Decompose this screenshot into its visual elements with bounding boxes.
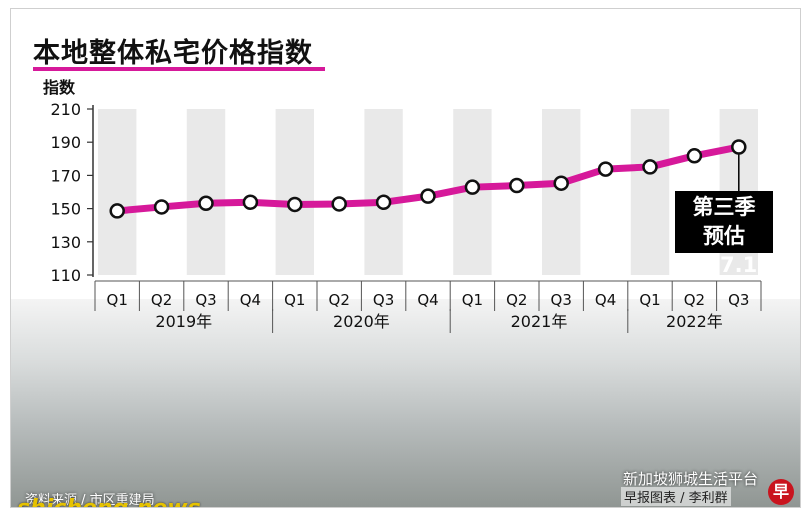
x-tick-label: Q2 [329,291,350,309]
data-point [642,159,658,175]
data-point [731,139,747,155]
data-point [553,175,569,191]
x-tick-label: Q2 [506,291,527,309]
data-point [242,194,259,211]
zaobao-logo: 早 [768,479,794,505]
graphic-credit: 早报图表 / 李利群 [621,487,731,506]
title-underline [33,67,325,71]
data-point [420,188,436,204]
x-tick-label: Q2 [684,291,705,309]
data-point [375,194,392,211]
x-tick-label: Q3 [728,291,749,309]
y-tick-label: 110 [50,266,81,285]
data-point [198,195,214,212]
data-point [597,161,614,177]
y-tick-label: 150 [50,200,81,219]
x-tick-label: Q3 [195,291,216,309]
chart-title: 本地整体私宅价格指数 [33,38,313,69]
data-point [686,148,703,164]
y-tick-label: 210 [50,100,81,119]
x-tick-label: Q1 [284,291,305,309]
x-tick-label: Q1 [639,291,660,309]
callout-quarter: 第三季 [692,195,756,219]
y-tick-label: 130 [50,233,81,252]
x-tick-label: Q3 [373,291,394,309]
site-watermark: shicheng.news [17,496,201,507]
x-tick-label: Q4 [417,291,438,309]
stripe-band [542,109,581,275]
callout-estimate: 预估187.1 [690,224,758,277]
y-tick-label: 170 [50,166,81,185]
watermark-text: 新加坡狮城生活平台 [623,470,759,488]
chart-frame: 本地整体私宅价格指数 指数 110 130 150 170 190 210 Q1 Q2 Q3 Q4 Q… [10,8,801,508]
data-point [331,196,347,212]
x-tick-label: Q3 [551,291,572,309]
x-tick-label: Q2 [151,291,172,309]
x-tick-label: Q1 [107,291,128,309]
stripe-band [275,109,314,275]
data-point [109,203,125,219]
year-label: 2022年 [666,312,723,331]
y-tick-label: 190 [50,133,81,152]
data-point [287,196,303,213]
x-tick-label: Q4 [595,291,616,309]
year-label: 2020年 [333,312,390,331]
year-label: 2021年 [511,312,568,331]
data-point [464,179,481,195]
stripe-band [630,109,670,275]
x-tick-label: Q1 [462,291,483,309]
stripe-band [98,109,137,275]
city-skyline-photo [11,299,800,507]
y-axis-title: 指数 [43,78,76,97]
source-note: 资料来源 / 市区重建局 [25,493,155,508]
stripe-band [364,109,403,275]
stripe-band [186,109,226,275]
data-point [153,199,170,215]
year-label: 2019年 [155,312,212,331]
x-tick-label: Q4 [240,291,261,309]
data-point [509,177,525,194]
latest-value-callout: 第三季 预估187.1 [675,191,773,277]
